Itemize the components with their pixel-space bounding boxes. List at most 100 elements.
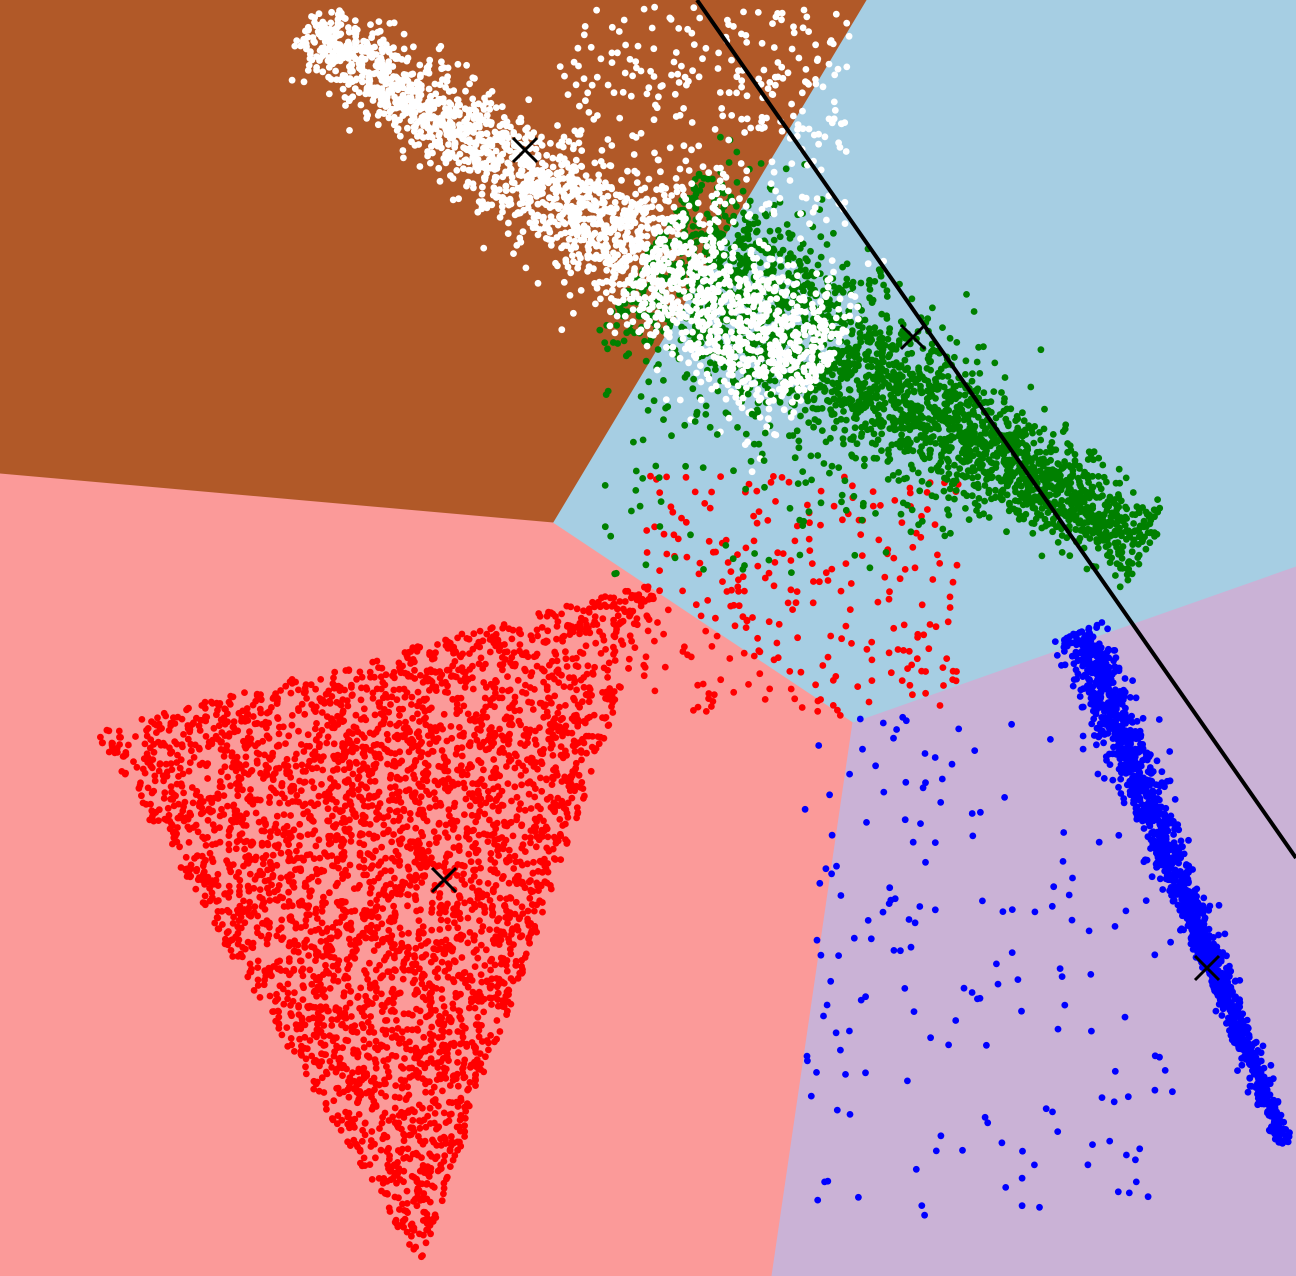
data-point — [580, 607, 587, 615]
data-point — [372, 753, 380, 761]
data-point — [270, 1008, 278, 1015]
data-point — [470, 872, 478, 880]
data-point — [424, 750, 432, 758]
data-point — [580, 739, 588, 747]
data-point — [356, 849, 364, 857]
data-point — [411, 976, 419, 984]
data-point — [375, 1175, 383, 1182]
data-point — [258, 827, 266, 835]
data-point — [506, 721, 513, 728]
data-point — [399, 705, 407, 713]
data-point — [384, 736, 392, 744]
data-point — [154, 714, 161, 722]
data-point — [180, 731, 187, 738]
data-point — [436, 926, 444, 933]
data-point — [318, 709, 326, 716]
data-point — [353, 760, 361, 767]
data-point — [398, 1082, 406, 1090]
data-point — [283, 755, 291, 763]
data-point — [493, 678, 500, 686]
data-point — [558, 610, 565, 618]
data-point — [360, 734, 368, 741]
data-point — [240, 897, 247, 905]
data-point — [297, 865, 304, 873]
data-point — [522, 667, 529, 675]
data-point — [229, 693, 237, 701]
data-point — [115, 727, 123, 735]
data-point — [330, 954, 338, 961]
data-point — [122, 751, 130, 759]
data-point — [368, 1176, 376, 1183]
data-point — [470, 826, 477, 834]
data-point — [422, 1013, 430, 1021]
data-point — [521, 833, 529, 841]
data-point — [451, 658, 459, 665]
data-point — [557, 716, 565, 724]
data-point — [1150, 795, 1158, 803]
data-point — [408, 701, 415, 708]
data-point — [423, 777, 431, 785]
data-point — [633, 621, 641, 629]
data-point — [536, 897, 544, 905]
data-point — [365, 1053, 373, 1061]
data-point — [525, 698, 532, 706]
data-point — [408, 791, 416, 799]
data-point — [417, 942, 425, 949]
data-point — [186, 759, 194, 766]
data-point — [244, 973, 252, 981]
data-point — [426, 991, 434, 998]
data-point — [536, 724, 543, 731]
data-point — [400, 1010, 408, 1018]
data-point — [387, 892, 395, 900]
data-point — [413, 884, 420, 891]
data-point — [221, 732, 229, 739]
data-point — [278, 1031, 286, 1039]
data-point — [617, 683, 624, 691]
data-point — [214, 925, 222, 933]
data-point — [230, 801, 238, 809]
data-point — [406, 1155, 414, 1163]
data-point — [305, 952, 312, 959]
data-point — [359, 911, 366, 918]
data-point — [352, 1140, 360, 1148]
data-point — [405, 891, 412, 899]
data-point — [399, 1200, 406, 1208]
data-point — [446, 851, 454, 859]
data-point — [488, 905, 496, 913]
data-point — [625, 665, 632, 672]
data-point — [467, 858, 475, 866]
data-point — [246, 898, 254, 906]
data-point — [285, 849, 293, 857]
data-point — [572, 765, 579, 773]
data-point — [574, 809, 582, 816]
data-point — [338, 819, 346, 826]
data-point — [626, 632, 634, 640]
data-point — [495, 640, 503, 648]
data-point — [422, 1239, 430, 1247]
data-point — [517, 630, 525, 638]
data-point — [338, 1064, 346, 1072]
data-point — [323, 739, 331, 747]
data-point — [307, 812, 314, 820]
data-point — [372, 966, 380, 974]
data-point — [426, 804, 434, 811]
data-point — [410, 1245, 418, 1253]
data-point — [195, 874, 203, 881]
data-point — [251, 903, 259, 911]
data-point — [568, 781, 576, 789]
data-point — [315, 1087, 323, 1095]
data-point — [524, 918, 532, 926]
data-point — [488, 955, 496, 963]
data-point — [367, 928, 375, 936]
data-point — [164, 804, 172, 812]
data-point — [346, 764, 353, 772]
data-point — [336, 902, 343, 909]
data-point — [318, 781, 325, 788]
data-point — [521, 848, 529, 855]
data-point — [285, 732, 293, 740]
data-point — [408, 1172, 416, 1180]
data-point — [256, 705, 264, 713]
data-point — [384, 1056, 392, 1063]
data-point — [418, 829, 425, 836]
data-point — [395, 947, 403, 955]
